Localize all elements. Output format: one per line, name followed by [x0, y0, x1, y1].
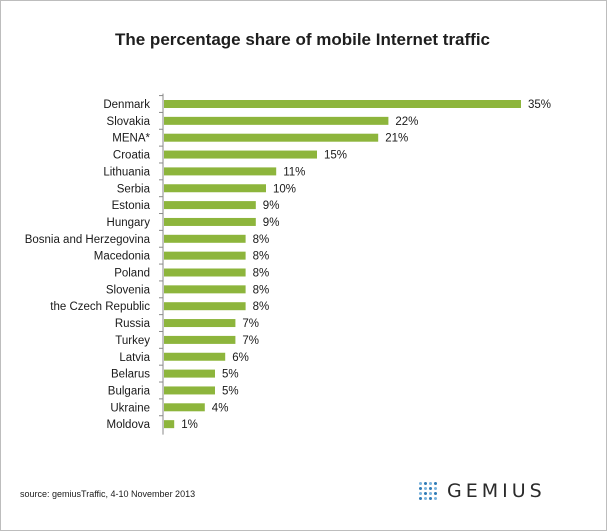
data-label: 8%: [253, 301, 270, 313]
chart-title: The percentage share of mobile Internet …: [114, 30, 491, 49]
category-label: Belarus: [111, 369, 150, 381]
bar: [164, 319, 236, 328]
gemius-logo: GEMIUS: [419, 478, 546, 504]
logo-dot: [419, 492, 422, 495]
category-label: Ukraine: [110, 402, 150, 414]
logo-dot: [419, 497, 422, 500]
category-label: Macedonia: [94, 251, 151, 263]
bar: [164, 150, 317, 159]
bar: [164, 352, 226, 361]
logo-dot: [429, 487, 432, 490]
category-label: Serbia: [117, 183, 151, 195]
data-label: 35%: [528, 99, 551, 111]
bar: [164, 386, 215, 395]
category-label: the Czech Republic: [50, 301, 150, 313]
category-label: Bulgaria: [108, 385, 151, 397]
logo-dot: [429, 497, 432, 500]
logo-dot: [424, 482, 427, 485]
data-label: 7%: [242, 335, 259, 347]
category-label: Bosnia and Herzegovina: [25, 234, 151, 246]
bar: [164, 167, 277, 176]
source-note: source: gemiusTraffic, 4-10 November 201…: [20, 489, 196, 499]
data-label: 8%: [253, 268, 270, 280]
data-label: 8%: [253, 234, 270, 246]
category-label: Russia: [115, 318, 151, 330]
category-label: Slovakia: [107, 116, 151, 128]
category-label: Croatia: [113, 150, 151, 162]
logo-dot: [429, 492, 432, 495]
bar: [164, 116, 389, 125]
data-label: 1%: [181, 419, 198, 431]
bar: [164, 302, 246, 311]
category-label: Hungary: [107, 217, 151, 229]
data-label: 7%: [242, 318, 259, 330]
bar: [164, 100, 521, 108]
bar: [164, 420, 175, 429]
logo-dot: [424, 492, 427, 495]
logo-dot: [424, 497, 427, 500]
bar: [164, 335, 236, 344]
data-label: 8%: [253, 251, 270, 263]
category-label: Moldova: [107, 419, 151, 431]
data-label: 22%: [395, 116, 418, 128]
category-label: Lithuania: [103, 166, 150, 178]
bar: [164, 184, 266, 193]
bar: [164, 133, 379, 142]
data-label: 10%: [273, 183, 296, 195]
data-label: 5%: [222, 385, 239, 397]
data-label: 9%: [263, 200, 280, 212]
data-label: 6%: [232, 352, 249, 364]
data-label: 11%: [283, 166, 305, 178]
bar: [164, 268, 246, 277]
logo-dot: [434, 492, 437, 495]
category-label: Slovenia: [106, 284, 151, 296]
data-label: 5%: [222, 369, 239, 381]
logo-dot: [434, 482, 437, 485]
category-label: Estonia: [112, 200, 151, 212]
bar: [164, 201, 256, 210]
logo-dots-icon: [419, 482, 437, 500]
bar: [164, 217, 256, 226]
category-label: Latvia: [119, 352, 150, 364]
bar: [164, 285, 246, 294]
category-label: Turkey: [115, 335, 150, 347]
logo-dot: [419, 482, 422, 485]
category-label: Poland: [114, 268, 150, 280]
data-label: 15%: [324, 150, 347, 162]
logo-text: GEMIUS: [447, 480, 546, 502]
data-label: 21%: [385, 133, 408, 145]
logo-dot: [424, 487, 427, 490]
data-label: 4%: [212, 402, 229, 414]
category-label: MENA*: [112, 133, 150, 145]
data-label: 9%: [263, 217, 280, 229]
bar: [164, 234, 246, 243]
bar: [164, 403, 205, 412]
category-label: Denmark: [103, 99, 150, 111]
logo-dot: [434, 497, 437, 500]
bar: [164, 251, 246, 260]
logo-dot: [434, 487, 437, 490]
logo-dot: [429, 482, 432, 485]
bar: [164, 369, 215, 378]
logo-dot: [419, 487, 422, 490]
data-label: 8%: [253, 284, 270, 296]
